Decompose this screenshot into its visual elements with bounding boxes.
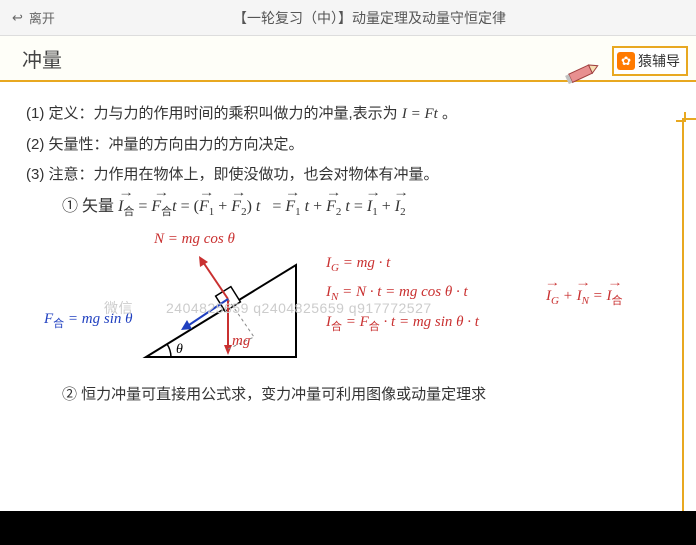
watermark-2: 2404825659 q2404825659 q917772527 (166, 295, 432, 322)
impulse-vector-sum: IG + IN = I合 (546, 282, 623, 312)
item2-line: ② 恒力冲量可直接用公式求，变力冲量可利用图像或动量定理求 (26, 381, 670, 410)
slide-content: (1) 定义：力与力的作用时间的乘积叫做力的冲量,表示为 I = Ft 。 (2… (0, 82, 696, 421)
slide: 冲量 ✿ 猿辅导 (1) 定义：力与力的作用时间的乘积叫做力的冲量,表示为 I … (0, 36, 696, 511)
p1-prefix: (1) 定义：力与力的作用时间的乘积叫做力的冲量,表示为 (26, 105, 402, 122)
video-strip (0, 511, 696, 545)
leave-button[interactable]: ↩ 离开 (12, 8, 55, 27)
watermark-1: 微信 (104, 295, 133, 322)
top-bar: ↩ 离开 【一轮复习（中）】动量定理及动量守恒定律 (0, 0, 696, 36)
vector-property-line: (2) 矢量性：冲量的方向由力的方向决定。 (26, 131, 670, 160)
brand-text: 猿辅导 (638, 51, 680, 71)
slide-border-decoration (682, 118, 696, 511)
brand-icon: ✿ (617, 52, 635, 70)
item1-label: ① 矢量 (62, 198, 114, 215)
p1-formula: I = Ft (402, 106, 438, 122)
theta-label: θ (176, 342, 183, 357)
N-label: N = mg cos θ (154, 225, 235, 254)
p1-suffix: 。 (438, 105, 457, 122)
diagram-zone: θ N = mg cos θ F合 = mg sin θ m (26, 227, 670, 377)
vector-equation: ① 矢量 I合 = F合t = (F1 + F2) t = F1 t + F2 … (26, 192, 670, 223)
impulse-equations: IG = mg · t IN = N · t = mg cos θ · t I合… (326, 249, 479, 339)
section-header: 冲量 ✿ 猿辅导 (0, 36, 696, 82)
course-title: 【一轮复习（中）】动量定理及动量守恒定律 (55, 8, 684, 28)
section-title: 冲量 (22, 44, 62, 73)
leave-icon: ↩ (12, 10, 23, 26)
leave-label: 离开 (29, 8, 55, 27)
definition-line: (1) 定义：力与力的作用时间的乘积叫做力的冲量,表示为 I = Ft 。 (26, 100, 670, 129)
mg-label: mg (232, 327, 250, 356)
brand-badge: ✿ 猿辅导 (612, 46, 688, 76)
